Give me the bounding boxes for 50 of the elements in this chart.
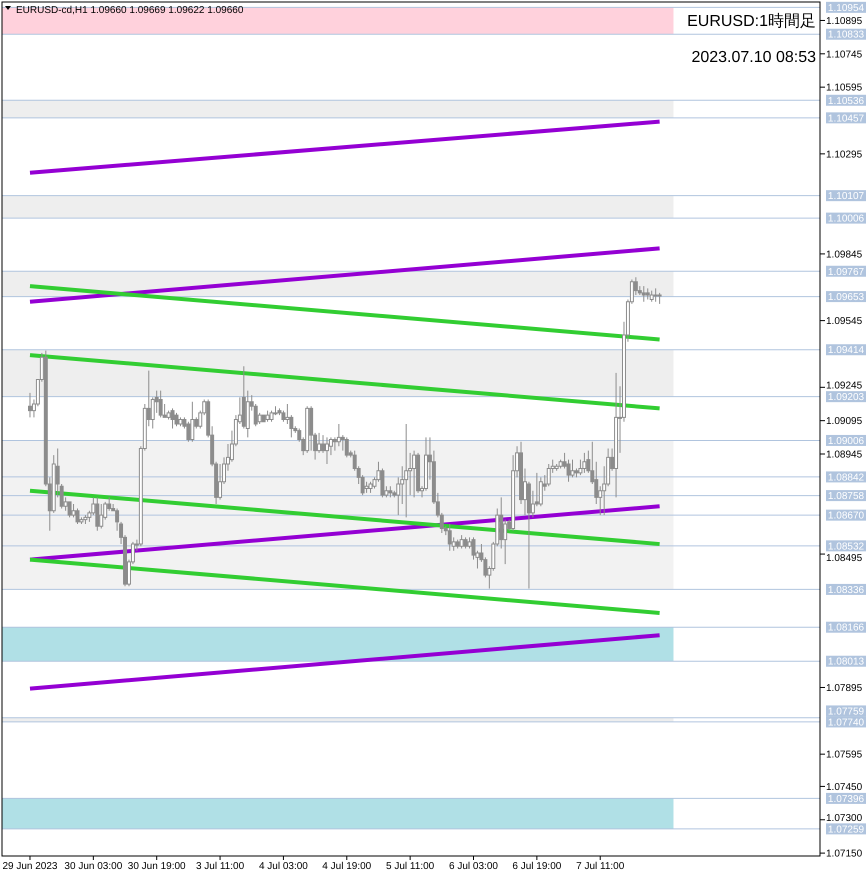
- y-tick-label: 1.09545: [826, 316, 863, 328]
- ref-line-label: 1.07259: [828, 824, 865, 836]
- x-tick-label: 6 Jul 03:00: [449, 861, 498, 872]
- ref-line-label: 1.08758: [828, 491, 865, 502]
- ref-line-label: 1.09653: [828, 292, 865, 304]
- ref-line-label: 1.08013: [828, 656, 865, 668]
- y-tick-label: 1.07450: [826, 782, 863, 793]
- ref-line-label: 1.09203: [828, 392, 865, 404]
- y-tick-label: 1.09245: [826, 380, 863, 392]
- ref-line-label: 1.10006: [828, 214, 865, 225]
- ref-line-label: 1.08166: [828, 622, 865, 634]
- x-tick-label: 29 Jun 2023: [2, 861, 58, 872]
- ref-line-label: 1.10457: [828, 113, 865, 124]
- y-tick-label: 1.09845: [826, 249, 863, 260]
- x-tick-label: 30 Jun 19:00: [128, 861, 186, 872]
- x-tick-label: 5 Jul 11:00: [386, 861, 435, 872]
- ref-line-label: 1.09767: [828, 266, 865, 278]
- ref-line-label: 1.08336: [828, 584, 865, 596]
- x-tick-label: 4 Jul 03:00: [258, 861, 308, 872]
- ref-line-label: 1.09414: [828, 345, 865, 356]
- ref-line-label: 1.07759: [828, 706, 865, 718]
- y-tick-label: 1.07150: [826, 848, 863, 860]
- ref-line-label: 1.08842: [828, 472, 865, 484]
- ref-line-label: 1.10954: [828, 2, 865, 14]
- ref-line-label: 1.08532: [828, 541, 865, 552]
- annotation: EURUSD-cd,H1 1.09660 1.09669 1.09622 1.09660: [16, 5, 244, 16]
- y-tick-label: 1.10295: [826, 149, 863, 160]
- y-tick-label: 1.07895: [826, 682, 863, 694]
- y-tick-label: 1.08945: [826, 450, 863, 461]
- ref-line-label: 1.10833: [828, 30, 865, 41]
- y-tick-label: 1.07300: [826, 812, 863, 824]
- ref-line-label: 1.10536: [828, 96, 865, 107]
- y-tick-label: 1.10895: [826, 16, 863, 27]
- x-tick-label: 30 Jun 03:00: [64, 861, 123, 872]
- y-tick-label: 1.10595: [826, 82, 863, 94]
- ref-line-label: 1.07396: [828, 794, 865, 805]
- y-tick-label: 1.08495: [826, 552, 863, 564]
- x-tick-label: 7 Jul 11:00: [576, 861, 625, 872]
- ref-line-label: 1.09006: [828, 436, 865, 447]
- x-tick-label: 3 Jul 11:00: [196, 861, 245, 872]
- y-tick-label: 1.07595: [826, 750, 863, 761]
- annotation: EURUSD:1時間足: [687, 12, 816, 30]
- annotation: 2023.07.10 08:53: [691, 49, 816, 66]
- ref-line-label: 1.10107: [828, 191, 865, 202]
- y-tick-label: 1.09095: [826, 416, 863, 428]
- x-tick-label: 6 Jul 19:00: [512, 861, 562, 872]
- ref-line-label: 1.07740: [828, 717, 865, 728]
- x-tick-label: 4 Jul 19:00: [322, 861, 372, 872]
- ref-line-label: 1.08670: [828, 510, 865, 522]
- y-tick-label: 1.10745: [826, 49, 863, 60]
